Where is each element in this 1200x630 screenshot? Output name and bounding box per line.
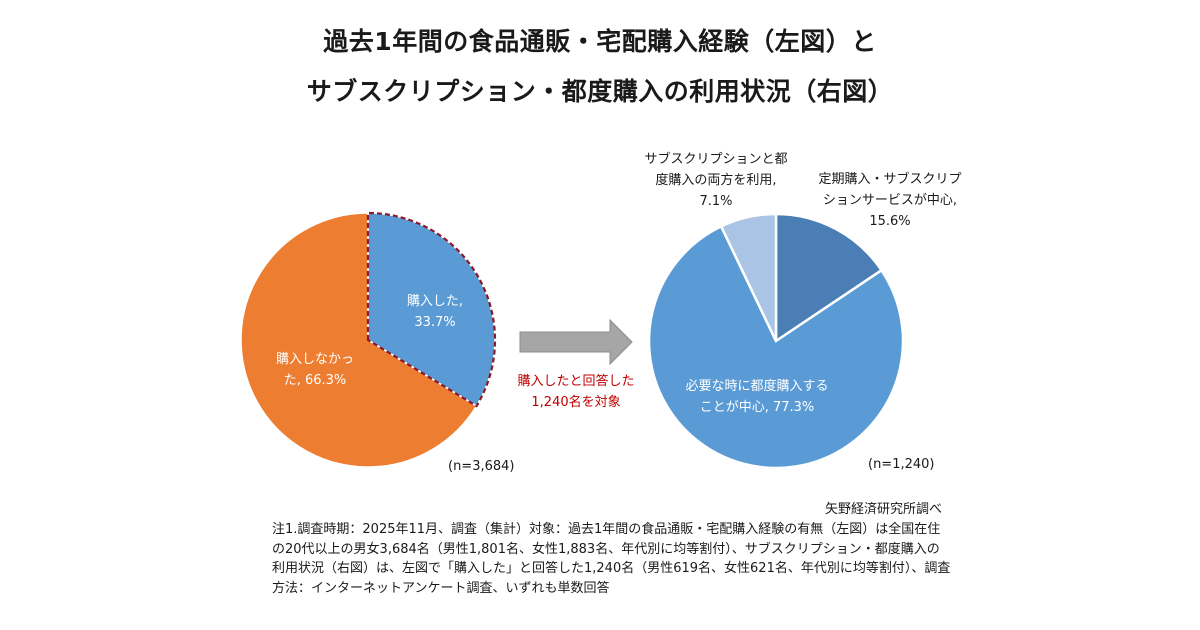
arrow-caption-line2: 1,240名を対象 xyxy=(531,394,620,410)
chart-title-line2: サブスクリプション・都度購入の利用状況（右図） xyxy=(306,77,894,106)
slice-label-both: 7.1% xyxy=(699,194,732,209)
highlight-outline xyxy=(366,211,497,408)
slice-label-as-needed: 必要な時に都度購入する xyxy=(685,378,828,394)
pie-slice-not-purchased xyxy=(240,212,478,468)
slice-label-not-purchased: た, 66.3% xyxy=(284,373,347,388)
source-credit: 矢野経済研究所調べ xyxy=(824,502,942,517)
slice-label-not-purchased: 購入しなかっ xyxy=(276,352,354,367)
arrow-icon xyxy=(519,318,633,366)
slice-label-subscription: 定期購入・サブスクリプ xyxy=(818,171,961,187)
chart-title-line1: 過去1年間の食品通販・宅配購入経験（左図）と xyxy=(323,27,877,56)
pie-slice-subscription xyxy=(774,212,884,344)
slice-label-subscription: 15.6% xyxy=(869,214,910,229)
sample-size-right: (n=1,240) xyxy=(868,457,935,472)
arrow-caption-line1: 購入したと回答した xyxy=(517,373,634,389)
slice-label-subscription: ションサービスが中心, xyxy=(823,193,957,208)
slice-label-purchased: 33.7% xyxy=(414,315,455,330)
pie-slice-as-needed xyxy=(647,224,905,470)
slice-label-purchased: 購入した, xyxy=(407,294,463,309)
sample-size-left: (n=3,684) xyxy=(448,459,515,474)
slice-label-both: 度購入の両方を利用, xyxy=(655,172,776,188)
slice-label-as-needed: ことが中心, 77.3% xyxy=(700,400,815,415)
slice-label-both: サブスクリプションと都 xyxy=(644,151,787,167)
pie-slice-both xyxy=(719,212,778,342)
footnote: 注1.調査時期：2025年11月、調査（集計）対象：過去1年間の食品通販・宅配購… xyxy=(272,522,951,596)
